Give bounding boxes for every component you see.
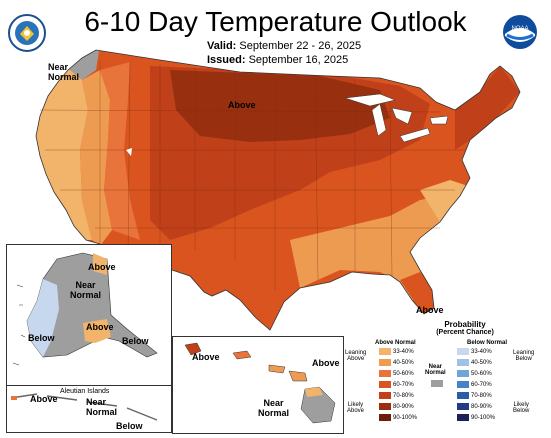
below-bin-6: 90-100% (457, 414, 495, 421)
issued-label: Issued: (207, 54, 246, 66)
below-swatch-1 (457, 359, 469, 366)
below-swatch-0 (457, 348, 469, 355)
below-swatch-4 (457, 392, 469, 399)
likely-above-caption: Likely Above (347, 402, 365, 414)
below-bin-label-0: 33-40% (471, 349, 492, 356)
noaa-logo-text: NOAA (511, 26, 528, 32)
above-bin-label-2: 50-60% (393, 371, 414, 378)
alaska-near-normal-label: Near Normal (70, 280, 102, 300)
below-bin-2: 50-60% (457, 370, 492, 377)
below-bin-label-2: 50-60% (471, 371, 492, 378)
above-bin-label-1: 40-50% (393, 360, 414, 367)
above-bin-5: 80-90% (379, 403, 414, 410)
aleutian-near-normal-label: Near Normal (86, 397, 118, 417)
noaa-logo-icon: NOAA (503, 15, 537, 49)
below-bin-5: 80-90% (457, 403, 492, 410)
above-bin-2: 50-60% (379, 370, 414, 377)
above-bin-4: 70-80% (379, 392, 414, 399)
near-normal-nw-label: Near Normal (48, 62, 80, 82)
alaska-above-label: Above (88, 262, 116, 272)
below-swatch-3 (457, 381, 469, 388)
above-florida-label: Above (416, 305, 444, 315)
above-bin-label-0: 33-40% (393, 349, 414, 356)
above-swatch-6 (379, 414, 391, 421)
aleutian-below-label: Below (116, 421, 143, 431)
aleutian-title-label: Aleutian Islands (60, 388, 110, 395)
below-bin-label-1: 40-50% (471, 360, 492, 367)
above-normal-header: Above Normal (375, 340, 416, 346)
hawaii-near-normal-label: Near Normal (258, 398, 290, 418)
issued-line: Issued: September 16, 2025 (207, 54, 348, 66)
likely-below-caption: Likely Below (513, 402, 530, 414)
below-bin-label-6: 90-100% (471, 415, 496, 422)
page-title: 6-10 Day Temperature Outlook (84, 6, 467, 37)
below-bin-label-4: 70-80% (471, 393, 492, 400)
hawaii-map (184, 342, 336, 424)
alaska-map (12, 252, 158, 366)
below-bin-4: 70-80% (457, 392, 492, 399)
above-bin-6: 90-100% (379, 414, 417, 421)
below-bin-label-3: 60-70% (471, 382, 492, 389)
valid-label: Valid: (207, 40, 237, 52)
below-swatch-2 (457, 370, 469, 377)
leaning-below-caption: Leaning Below (513, 350, 535, 362)
below-swatch-6 (457, 414, 469, 421)
below-bin-0: 33-40% (457, 348, 492, 355)
above-central-label: Above (228, 100, 256, 110)
below-bin-1: 40-50% (457, 359, 492, 366)
near-normal-swatch (431, 380, 443, 387)
issued-value: September 16, 2025 (248, 54, 349, 66)
commerce-seal-icon (8, 14, 46, 52)
legend-subtitle: (Percent Chance) (436, 329, 494, 336)
alaska-inset (6, 244, 172, 386)
above-bin-label-6: 90-100% (393, 415, 418, 422)
above-bin-3: 60-70% (379, 381, 414, 388)
above-swatch-5 (379, 403, 391, 410)
below-bin-3: 60-70% (457, 381, 492, 388)
alaska-above-south-label: Above (86, 322, 114, 332)
above-bin-label-4: 70-80% (393, 393, 414, 400)
aleutian-above-label: Above (30, 394, 58, 404)
valid-value: September 22 - 26, 2025 (239, 40, 362, 52)
alaska-below-southeast-label: Below (122, 336, 149, 346)
above-bin-1: 40-50% (379, 359, 414, 366)
above-swatch-1 (379, 359, 391, 366)
leaning-above-caption: Leaning Above (345, 350, 367, 362)
legend: Probability (Percent Chance) Above Norma… (345, 318, 549, 432)
above-bin-0: 33-40% (379, 348, 414, 355)
below-normal-header: Below Normal (467, 340, 508, 346)
below-swatch-5 (457, 403, 469, 410)
hawaii-above-west-label: Above (192, 352, 220, 362)
hawaii-above-east-label: Above (312, 358, 340, 368)
below-bin-label-5: 80-90% (471, 404, 492, 411)
valid-line: Valid: September 22 - 26, 2025 (207, 40, 361, 52)
alaska-below-west-label: Below (28, 333, 55, 343)
above-swatch-2 (379, 370, 391, 377)
aleutian-inset (6, 385, 172, 433)
above-bin-label-5: 80-90% (393, 404, 414, 411)
above-swatch-4 (379, 392, 391, 399)
above-swatch-0 (379, 348, 391, 355)
near-normal-caption: Near Normal (425, 364, 446, 376)
hawaii-inset (172, 336, 344, 434)
above-bin-label-3: 60-70% (393, 382, 414, 389)
above-swatch-3 (379, 381, 391, 388)
aleutian-map (10, 393, 158, 421)
legend-title: Probability (444, 320, 486, 329)
